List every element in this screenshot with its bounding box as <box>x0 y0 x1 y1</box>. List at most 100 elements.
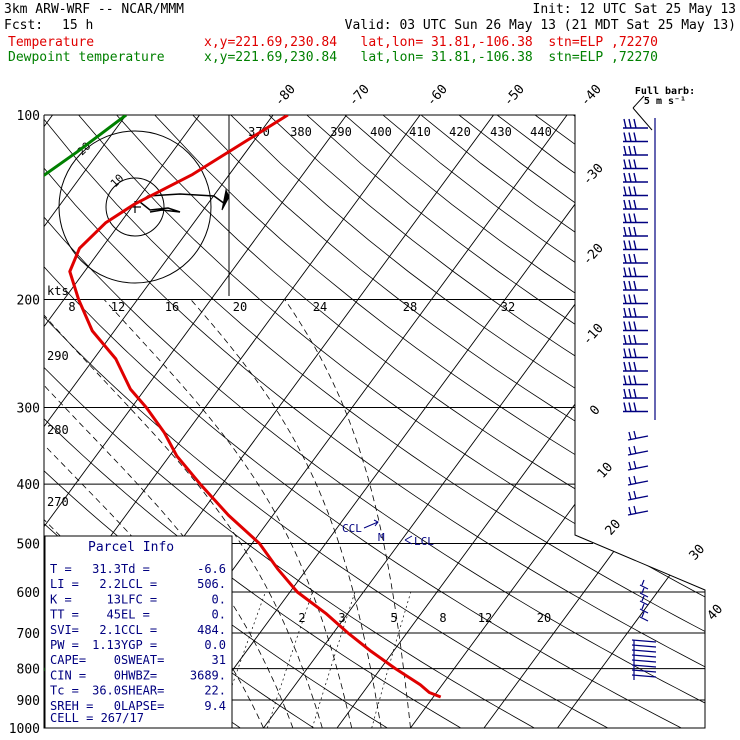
dewpoint-station-info: x,y=221.69,230.84 lat,lon= 31.81,-106.38… <box>204 50 658 65</box>
pressure-tick-label: 400 <box>17 478 40 493</box>
wind-barb <box>623 334 648 345</box>
wind-barb <box>631 644 657 648</box>
theta-label: 400 <box>370 125 392 139</box>
mixing-ratio-label: 8 <box>439 611 446 625</box>
mixing-ratio-line <box>266 591 313 728</box>
wind-barb <box>627 505 649 516</box>
parcel-param-value: 3689. <box>190 668 226 682</box>
parcel-param-name: Td = <box>121 562 150 576</box>
dry-adiabat <box>687 115 705 728</box>
wind-barb <box>623 402 648 413</box>
mixing-ratio-label: 12 <box>478 611 492 625</box>
isotherm-label: -20 <box>580 241 607 268</box>
dry-adiabat <box>44 115 682 728</box>
dry-adiabat <box>154 115 705 728</box>
parcel-param-name: LAPSE= <box>121 699 164 713</box>
parcel-param-value: 31 <box>212 653 226 667</box>
wind-barb <box>631 659 657 663</box>
wind-barb <box>623 253 648 264</box>
isotherm-line <box>44 115 347 728</box>
isotherm-label: -80 <box>272 82 299 109</box>
dry-adiabat <box>382 115 705 728</box>
theta-label: 290 <box>47 349 69 363</box>
wind-barb <box>639 603 649 614</box>
dry-adiabat <box>534 115 705 728</box>
wind-barb <box>623 118 648 129</box>
speed-tick-label: 28 <box>403 300 417 314</box>
wind-barb <box>639 587 649 598</box>
valid-time: Valid: 03 UTC Sun 26 May 13 (21 MDT Sat … <box>344 18 736 33</box>
wind-barb <box>623 172 648 183</box>
wind-barb <box>623 159 648 170</box>
parcel-param-name: LCL = <box>121 577 157 591</box>
parcel-param-value: 2.1 <box>99 623 121 637</box>
parcel-param-name: Tc = <box>50 684 79 698</box>
parcel-param-name: CCL = <box>121 623 157 637</box>
mixed-layer-label: M <box>378 531 385 544</box>
isotherm-label: 20 <box>603 517 625 539</box>
parcel-param-name: SREH = <box>50 699 93 713</box>
parcel-info-title: Parcel Info <box>88 540 174 555</box>
hodograph-arrowhead <box>221 188 230 211</box>
wind-barb <box>623 267 648 278</box>
pressure-tick-label: 700 <box>17 627 40 642</box>
wind-barb <box>639 595 649 606</box>
dry-adiabat <box>44 115 705 728</box>
wind-barb <box>623 307 648 318</box>
pressure-tick-label: 600 <box>17 586 40 601</box>
mixing-ratio-label: 5 <box>390 611 397 625</box>
dry-adiabat <box>192 115 705 728</box>
dry-adiabat <box>116 115 705 728</box>
moist-adiabat <box>44 299 323 728</box>
wind-barb <box>627 430 649 441</box>
temperature-station-info: x,y=221.69,230.84 lat,lon= 31.81,-106.38… <box>204 35 658 50</box>
wind-barb <box>623 132 648 143</box>
theta-label: 440 <box>530 125 552 139</box>
speed-tick-label: 20 <box>233 300 247 314</box>
dry-adiabat <box>44 115 608 728</box>
wind-barb <box>627 445 649 456</box>
theta-label: 390 <box>330 125 352 139</box>
barb-legend-title: Full barb: <box>635 86 695 97</box>
temperature-profile <box>68 115 442 699</box>
isotherm-line <box>483 115 705 728</box>
pressure-tick-label: 200 <box>17 294 40 309</box>
ccl-arrow <box>363 519 379 529</box>
wind-barb <box>623 280 648 291</box>
isotherm-label: 0 <box>587 403 603 419</box>
wind-barb <box>623 375 648 386</box>
wind-barb <box>623 226 648 237</box>
theta-label: 280 <box>47 423 69 437</box>
wind-barb <box>631 664 657 668</box>
pressure-tick-label: 300 <box>17 401 40 416</box>
theta-label: 380 <box>290 125 312 139</box>
wind-barb <box>631 649 657 653</box>
wind-barb <box>623 321 648 332</box>
parcel-param-name: HWBZ= <box>121 668 157 682</box>
isotherm-label: -60 <box>424 82 451 109</box>
hodograph-units-label: kts <box>47 284 69 298</box>
temperature-legend: Temperature <box>8 35 95 50</box>
parcel-param-value: -6.6 <box>197 562 226 576</box>
speed-tick-label: 32 <box>501 300 515 314</box>
dry-adiabat <box>78 115 705 728</box>
wind-barb <box>631 669 657 673</box>
hodograph-trace <box>139 193 226 213</box>
parcel-param-value: 0 <box>114 668 121 682</box>
isotherm-label: 10 <box>595 460 617 482</box>
parcel-param-name: YGP = <box>121 638 157 652</box>
isotherm-line <box>44 115 127 728</box>
ccl-label: CCL <box>342 522 362 535</box>
wind-barb <box>627 475 649 486</box>
parcel-param-value: 2.2 <box>99 577 121 591</box>
parcel-param-name: PW = <box>50 638 79 652</box>
parcel-param-value: 484. <box>197 623 226 637</box>
wind-barb <box>623 199 648 210</box>
dry-adiabat <box>44 115 535 728</box>
forecast-hour: 15 h <box>62 18 94 33</box>
theta-label: 270 <box>47 495 69 509</box>
parcel-param-value: 9.4 <box>204 699 226 713</box>
parcel-param-name: K = <box>50 592 72 606</box>
speed-tick-label: 12 <box>111 300 125 314</box>
forecast-label: Fcst: <box>4 18 44 33</box>
